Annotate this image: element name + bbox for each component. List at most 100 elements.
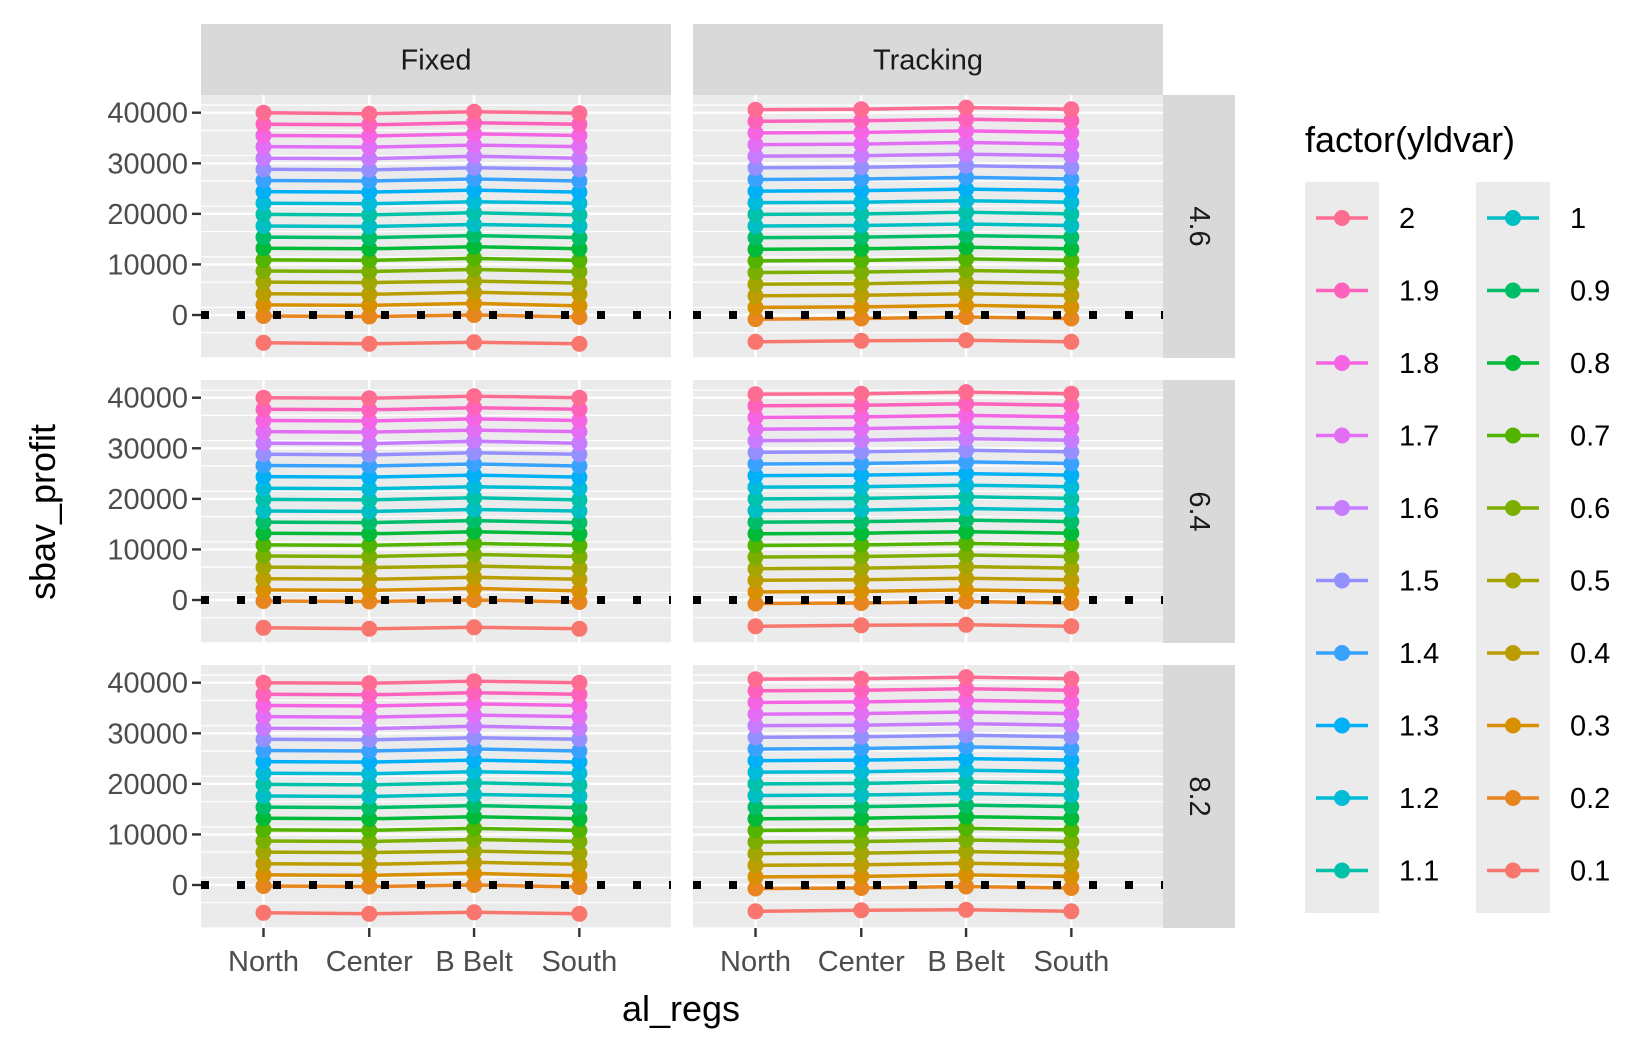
y-axis-title: sbav_profit xyxy=(22,424,63,600)
data-point xyxy=(853,798,870,815)
series-line-1.8 xyxy=(755,413,1072,420)
data-point xyxy=(1063,670,1080,687)
data-point xyxy=(361,514,378,531)
data-point xyxy=(853,490,870,507)
data-point xyxy=(747,299,764,316)
data-point xyxy=(466,422,483,439)
data-point xyxy=(571,195,588,212)
series-line-0.8 xyxy=(755,245,1072,252)
data-point xyxy=(853,583,870,600)
data-point xyxy=(958,785,975,802)
data-point xyxy=(571,765,588,782)
data-point xyxy=(853,101,870,118)
series-line-1.5 xyxy=(755,733,1072,740)
data-point xyxy=(958,692,975,709)
data-point xyxy=(361,856,378,873)
data-point xyxy=(1063,287,1080,304)
row-strip xyxy=(1163,665,1235,928)
data-point xyxy=(853,240,870,257)
data-point xyxy=(747,218,764,234)
data-point xyxy=(1063,490,1080,507)
data-point xyxy=(853,455,870,472)
series-line-0.5 xyxy=(263,849,580,855)
data-point xyxy=(853,810,870,827)
series-line-0.5 xyxy=(263,564,580,570)
data-point xyxy=(747,880,764,897)
data-point xyxy=(747,537,764,554)
data-point xyxy=(571,335,588,352)
data-point xyxy=(255,593,272,609)
legend-key-point xyxy=(1505,717,1521,734)
data-point xyxy=(1063,136,1080,153)
data-point xyxy=(958,547,975,563)
data-point xyxy=(466,216,483,233)
data-point xyxy=(255,423,272,440)
data-point xyxy=(466,741,483,757)
row-strip-label: 4.6 xyxy=(1183,206,1215,246)
data-point xyxy=(853,252,870,269)
data-point xyxy=(255,866,272,883)
legend-key-point xyxy=(1505,645,1521,661)
data-point xyxy=(361,593,378,610)
data-point xyxy=(747,432,764,449)
data-point xyxy=(571,799,588,816)
data-point xyxy=(571,389,588,406)
data-point xyxy=(747,136,764,153)
data-point xyxy=(361,754,378,771)
legend-label: 0.4 xyxy=(1570,638,1610,670)
data-point xyxy=(571,582,588,599)
data-point xyxy=(255,821,272,838)
data-point xyxy=(958,820,975,837)
data-point xyxy=(571,560,588,577)
data-point xyxy=(747,775,764,792)
series-line-1.1 xyxy=(263,496,580,502)
data-point xyxy=(571,731,588,748)
legend-key-point xyxy=(1334,282,1350,299)
data-point xyxy=(958,593,975,610)
data-point xyxy=(571,776,588,793)
data-point xyxy=(1063,618,1080,635)
data-point xyxy=(361,173,378,189)
data-point xyxy=(361,240,378,257)
data-point xyxy=(255,799,272,816)
data-point xyxy=(571,503,588,519)
data-point xyxy=(958,715,975,732)
series-line-1.8 xyxy=(263,417,580,423)
series-line-2 xyxy=(755,105,1072,112)
data-point xyxy=(466,489,483,506)
data-point xyxy=(255,334,272,351)
data-point xyxy=(361,252,378,269)
data-point xyxy=(255,251,272,268)
data-point xyxy=(958,901,975,918)
data-point xyxy=(853,229,870,246)
data-point xyxy=(1063,171,1080,187)
data-point xyxy=(255,116,272,133)
data-point xyxy=(1063,310,1080,327)
series-line-0.3 xyxy=(263,586,580,593)
data-point xyxy=(1063,798,1080,815)
data-point xyxy=(1063,740,1080,757)
series-line-1.8 xyxy=(263,702,580,708)
data-point xyxy=(1063,682,1080,699)
y-tick-label: 40000 xyxy=(107,383,188,415)
series-line-1.7 xyxy=(263,143,580,149)
data-point xyxy=(361,709,378,726)
x-tick-label: Center xyxy=(326,946,413,978)
series-line-1 xyxy=(755,506,1072,513)
legend-title: factor(yldvar) xyxy=(1305,119,1515,160)
data-point xyxy=(466,684,483,701)
data-point xyxy=(853,275,870,292)
data-point xyxy=(1063,101,1080,118)
data-point xyxy=(361,675,378,692)
data-point xyxy=(747,101,764,118)
data-point xyxy=(361,731,378,748)
series-line-1.8 xyxy=(263,132,580,138)
data-point xyxy=(361,525,378,542)
series-line-1.3 xyxy=(755,471,1072,478)
data-point xyxy=(1063,775,1080,792)
data-point xyxy=(361,765,378,782)
data-point xyxy=(853,705,870,722)
data-point xyxy=(466,182,483,199)
data-point xyxy=(958,111,975,128)
data-point xyxy=(1063,880,1080,896)
